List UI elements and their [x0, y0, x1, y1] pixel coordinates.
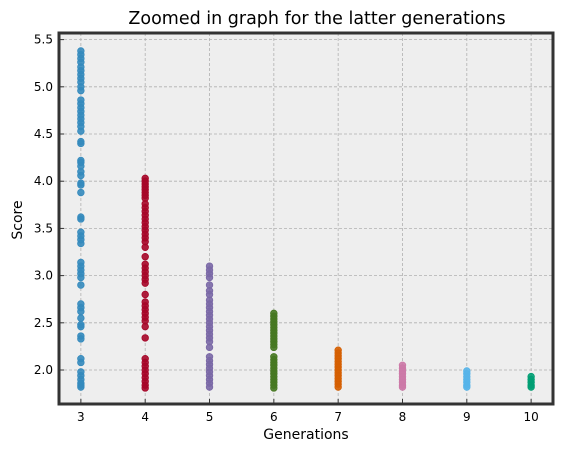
series-generation-4 — [141, 174, 149, 392]
data-point — [77, 127, 85, 135]
plot-background — [59, 33, 553, 404]
data-point — [270, 384, 278, 392]
x-tick-label: 6 — [270, 410, 278, 424]
data-point — [141, 322, 149, 331]
series-generation-6 — [270, 309, 278, 392]
data-point — [77, 383, 85, 391]
series-generation-3 — [77, 47, 85, 391]
data-point — [77, 188, 85, 197]
data-point — [527, 383, 535, 391]
data-point — [141, 290, 149, 299]
data-point — [141, 243, 149, 251]
series-generation-9 — [463, 367, 471, 391]
series-generation-8 — [398, 361, 407, 391]
data-point — [270, 343, 278, 352]
y-tick-label: 3.0 — [34, 269, 53, 283]
data-point — [141, 253, 149, 261]
y-tick-label: 5.5 — [34, 33, 53, 47]
data-point — [77, 335, 85, 343]
x-tick-label: 8 — [399, 410, 407, 424]
data-point — [205, 383, 214, 391]
series-generation-7 — [334, 346, 342, 391]
data-point — [77, 273, 85, 282]
data-point — [205, 343, 214, 352]
chart-title: Zoomed in graph for the latter generatio… — [128, 9, 505, 29]
data-point — [77, 171, 85, 180]
x-tick-label: 3 — [77, 410, 85, 424]
data-point — [205, 273, 214, 282]
series-generation-10 — [527, 372, 535, 391]
x-axis-label: Generations — [263, 427, 348, 443]
y-axis-ticks: 2.0 2.5 3.0 3.5 4.0 4.5 5.0 5.5 — [34, 33, 64, 377]
data-point — [334, 383, 342, 391]
data-point — [141, 334, 149, 342]
y-axis-label: Score — [10, 200, 26, 239]
x-tick-label: 7 — [334, 410, 342, 424]
y-tick-label: 5.0 — [34, 80, 53, 94]
data-point — [77, 139, 85, 148]
data-point — [77, 358, 85, 367]
data-point — [77, 86, 85, 95]
data-point — [77, 239, 85, 248]
data-point — [77, 322, 85, 331]
x-tick-label: 10 — [523, 410, 538, 424]
data-points — [77, 47, 535, 392]
y-tick-label: 4.5 — [34, 127, 53, 141]
data-point — [77, 281, 85, 289]
data-point — [77, 215, 85, 223]
x-tick-label: 4 — [141, 410, 149, 424]
x-tick-label: 5 — [206, 410, 214, 424]
series-generation-5 — [205, 262, 214, 391]
plot-frame — [57, 31, 555, 406]
data-point — [77, 314, 85, 322]
data-point — [77, 307, 85, 316]
y-tick-label: 2.5 — [34, 316, 53, 330]
y-tick-label: 4.0 — [34, 174, 53, 188]
grid — [59, 33, 553, 404]
data-point — [141, 279, 149, 287]
x-tick-label: 9 — [463, 410, 471, 424]
x-axis-ticks: 3 4 5 6 7 8 9 10 — [77, 399, 539, 424]
y-tick-label: 2.0 — [34, 363, 53, 377]
y-tick-label: 3.5 — [34, 221, 53, 235]
data-point — [398, 383, 407, 391]
data-point — [463, 383, 471, 391]
data-point — [77, 181, 85, 189]
data-point — [141, 384, 149, 392]
